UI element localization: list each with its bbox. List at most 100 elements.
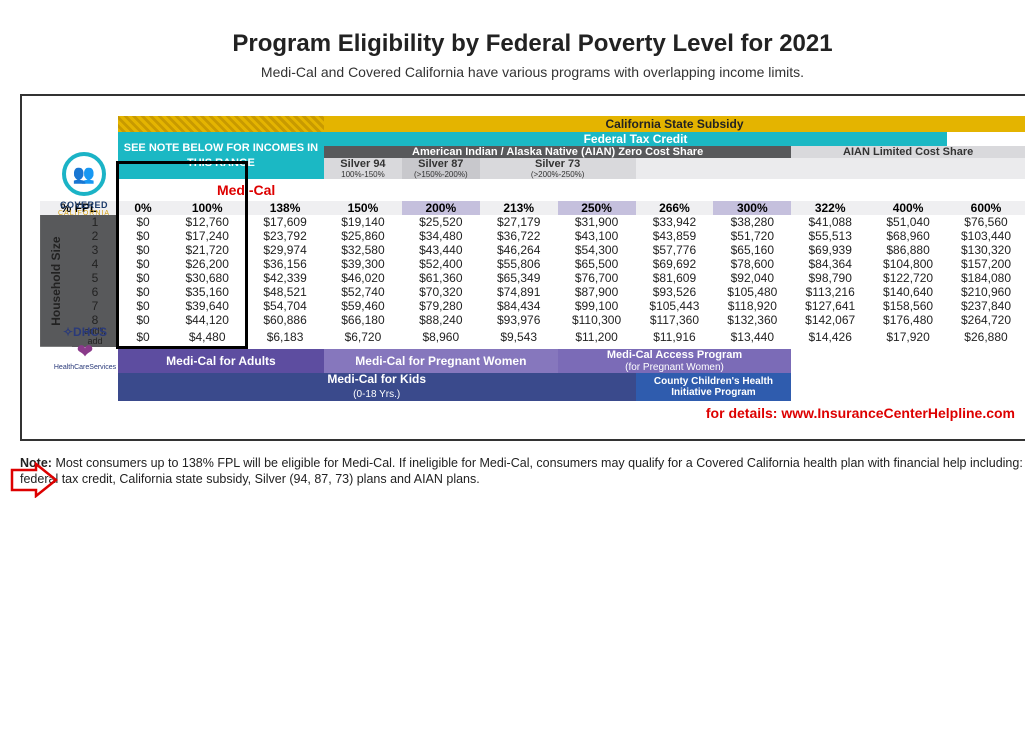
fpl-col-250%: 250% [558, 201, 636, 215]
cell: $117,360 [636, 313, 714, 327]
cell: $140,640 [869, 285, 947, 299]
fpl-header-row: % FPL 0%100%138%150%200%213%250%266%300%… [40, 201, 1025, 215]
cell: $44,120 [168, 313, 246, 327]
cell: $42,339 [246, 271, 324, 285]
cell: $51,720 [713, 229, 791, 243]
cell: $25,520 [402, 215, 480, 229]
cell: $39,300 [324, 257, 402, 271]
cell: $48,521 [246, 285, 324, 299]
cell: $70,320 [402, 285, 480, 299]
cell: $26,200 [168, 257, 246, 271]
data-row-3: 3$0$21,720$29,974$32,580$43,440$46,264$5… [40, 243, 1025, 257]
cell: $68,960 [869, 229, 947, 243]
cell: $55,513 [791, 229, 869, 243]
cell: $11,916 [636, 327, 714, 347]
fb-pregnant: Medi-Cal for Pregnant Women [324, 349, 558, 373]
fpl-col-0%: 0% [118, 201, 168, 215]
cell: $264,720 [947, 313, 1025, 327]
cell: $142,067 [791, 313, 869, 327]
fb-kids: Medi-Cal for Kids(0-18 Yrs.) [118, 373, 636, 401]
cell: $46,020 [324, 271, 402, 285]
cell: $11,200 [558, 327, 636, 347]
cell: $6,183 [246, 327, 324, 347]
cell: $36,722 [480, 229, 558, 243]
footer-row-1: Medi-Cal for Adults Medi-Cal for Pregnan… [40, 349, 1025, 373]
red-arrow-icon [10, 462, 60, 498]
cell: $0 [118, 271, 168, 285]
cell: $78,600 [713, 257, 791, 271]
banner-row-1: California State Subsidy [40, 116, 1025, 132]
cell: $237,840 [947, 299, 1025, 313]
state-subsidy-banner: California State Subsidy [324, 116, 1025, 132]
cell: $25,860 [324, 229, 402, 243]
data-row-1: Household Size1$0$12,760$17,609$19,140$2… [40, 215, 1025, 229]
fb-access: Medi-Cal Access Program(for Pregnant Wom… [558, 349, 792, 373]
cell: $36,156 [246, 257, 324, 271]
cell: $76,700 [558, 271, 636, 285]
covered-california-logo: 👥 COVERED CALIFORNIA [48, 152, 120, 217]
data-row-6: 6$0$35,160$48,521$52,740$70,320$74,891$8… [40, 285, 1025, 299]
cell: $88,240 [402, 313, 480, 327]
cell: $84,434 [480, 299, 558, 313]
fb-county: County Children's Health Initiative Prog… [636, 373, 792, 401]
cell: $0 [118, 285, 168, 299]
cell: $52,400 [402, 257, 480, 271]
size-cell: 2 [72, 229, 118, 243]
cell: $87,900 [558, 285, 636, 299]
cell: $41,088 [791, 215, 869, 229]
cell: $29,974 [246, 243, 324, 257]
cell: $74,891 [480, 285, 558, 299]
cell: $43,100 [558, 229, 636, 243]
cell: $110,300 [558, 313, 636, 327]
note-bottom: Note: Most consumers up to 138% FPL will… [20, 455, 1025, 489]
data-row-4: 4$0$26,200$36,156$39,300$52,400$55,806$6… [40, 257, 1025, 271]
data-row-5: 5$0$30,680$42,339$46,020$61,360$65,349$7… [40, 271, 1025, 285]
cell: $86,880 [869, 243, 947, 257]
fpl-col-266%: 266% [636, 201, 714, 215]
cell: $158,560 [869, 299, 947, 313]
cell: $99,100 [558, 299, 636, 313]
fpl-col-138%: 138% [246, 201, 324, 215]
size-cell: 3 [72, 243, 118, 257]
fpl-col-200%: 200% [402, 201, 480, 215]
cell: $76,560 [947, 215, 1025, 229]
logo-line1: COVERED [48, 200, 120, 210]
cell: $21,720 [168, 243, 246, 257]
dhcs-sub: HealthCareServices [50, 364, 120, 371]
eligibility-table: California State Subsidy SEE NOTE BELOW … [40, 116, 1025, 347]
cell: $0 [118, 313, 168, 327]
cell: $33,942 [636, 215, 714, 229]
cell: $4,480 [168, 327, 246, 347]
cell: $17,920 [869, 327, 947, 347]
cell: $6,720 [324, 327, 402, 347]
cell: $98,790 [791, 271, 869, 285]
table-wrapper: 👥 COVERED CALIFORNIA California State Su… [40, 116, 1025, 421]
cell: $65,160 [713, 243, 791, 257]
cell: $0 [118, 243, 168, 257]
cell: $23,792 [246, 229, 324, 243]
size-cell: 1 [72, 215, 118, 229]
logo-ring-icon: 👥 [62, 152, 106, 196]
chart-frame: 👥 COVERED CALIFORNIA California State Su… [20, 94, 1025, 441]
cell: $66,180 [324, 313, 402, 327]
medical-red-label: Medi-Cal [168, 179, 324, 201]
cell: $54,704 [246, 299, 324, 313]
page: Program Eligibility by Federal Poverty L… [20, 30, 1025, 488]
cell: $14,426 [791, 327, 869, 347]
cell: $38,280 [713, 215, 791, 229]
cell: $26,880 [947, 327, 1025, 347]
cell: $84,364 [791, 257, 869, 271]
dhcs-badge: ✧DHCS [50, 325, 120, 339]
cell: $51,040 [869, 215, 947, 229]
cell: $17,240 [168, 229, 246, 243]
cell: $0 [118, 299, 168, 313]
federal-tax-banner: Federal Tax Credit [324, 132, 947, 146]
cell: $27,179 [480, 215, 558, 229]
silver-73-header: Silver 73(>200%-250%) [480, 158, 636, 179]
cell: $35,160 [168, 285, 246, 299]
cell: $61,360 [402, 271, 480, 285]
cell: $12,760 [168, 215, 246, 229]
footer-bars-table: Medi-Cal for Adults Medi-Cal for Pregnan… [40, 349, 1025, 401]
note-text: Most consumers up to 138% FPL will be el… [20, 456, 1023, 487]
cell: $34,480 [402, 229, 480, 243]
